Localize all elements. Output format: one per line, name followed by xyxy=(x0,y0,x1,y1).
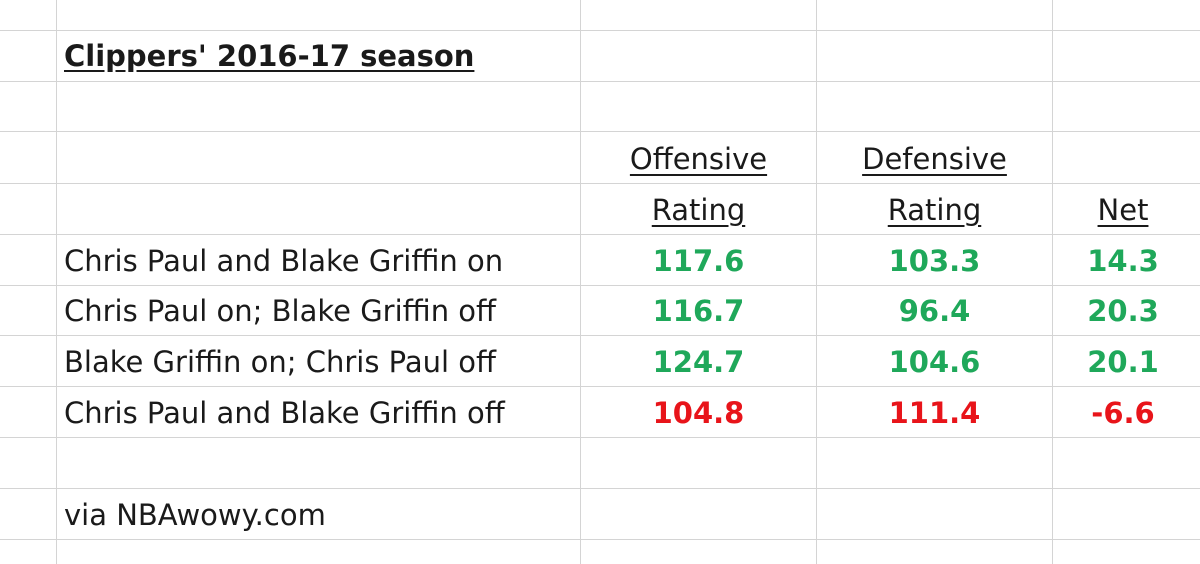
offensive-rating-cell[interactable]: 124.7 xyxy=(652,345,745,379)
header-defensive-line2[interactable]: Rating xyxy=(887,193,982,227)
offensive-rating-cell[interactable]: 116.7 xyxy=(652,294,745,328)
header-net[interactable]: Net xyxy=(1097,193,1149,227)
net-rating-cell[interactable]: 20.1 xyxy=(1087,345,1159,379)
grid-column-line xyxy=(1052,0,1053,564)
grid-row-line xyxy=(0,335,1200,336)
defensive-rating-cell[interactable]: 103.3 xyxy=(888,244,981,278)
defensive-rating-cell[interactable]: 104.6 xyxy=(888,345,981,379)
grid-column-line xyxy=(816,0,817,564)
offensive-rating-cell[interactable]: 104.8 xyxy=(652,396,745,430)
grid-row-line xyxy=(0,539,1200,540)
grid-column-line xyxy=(56,0,57,564)
defensive-rating-cell[interactable]: 96.4 xyxy=(898,294,971,328)
defensive-rating-cell[interactable]: 111.4 xyxy=(888,396,981,430)
sheet-title[interactable]: Clippers' 2016-17 season xyxy=(64,39,475,73)
grid-row-line xyxy=(0,437,1200,438)
row-label[interactable]: Chris Paul on; Blake Griffin off xyxy=(64,294,497,328)
net-rating-cell[interactable]: 20.3 xyxy=(1087,294,1159,328)
net-rating-cell[interactable]: 14.3 xyxy=(1087,244,1159,278)
row-label[interactable]: Chris Paul and Blake Griffin off xyxy=(64,396,505,430)
row-label[interactable]: Blake Griffin on; Chris Paul off xyxy=(64,345,497,379)
grid-row-line xyxy=(0,234,1200,235)
grid-row-line xyxy=(0,285,1200,286)
grid-row-line xyxy=(0,131,1200,132)
grid-row-line xyxy=(0,81,1200,82)
net-rating-cell[interactable]: -6.6 xyxy=(1091,396,1155,430)
header-offensive-line1[interactable]: Offensive xyxy=(629,142,768,176)
header-defensive-line1[interactable]: Defensive xyxy=(862,142,1007,176)
row-label[interactable]: Chris Paul and Blake Griffin on xyxy=(64,244,504,278)
grid-column-line xyxy=(580,0,581,564)
source-note[interactable]: via NBAwowy.com xyxy=(64,498,326,532)
header-offensive-line2[interactable]: Rating xyxy=(651,193,746,227)
grid-row-line xyxy=(0,183,1200,184)
grid-row-line xyxy=(0,488,1200,489)
grid-row-line xyxy=(0,30,1200,31)
offensive-rating-cell[interactable]: 117.6 xyxy=(652,244,745,278)
grid-row-line xyxy=(0,386,1200,387)
